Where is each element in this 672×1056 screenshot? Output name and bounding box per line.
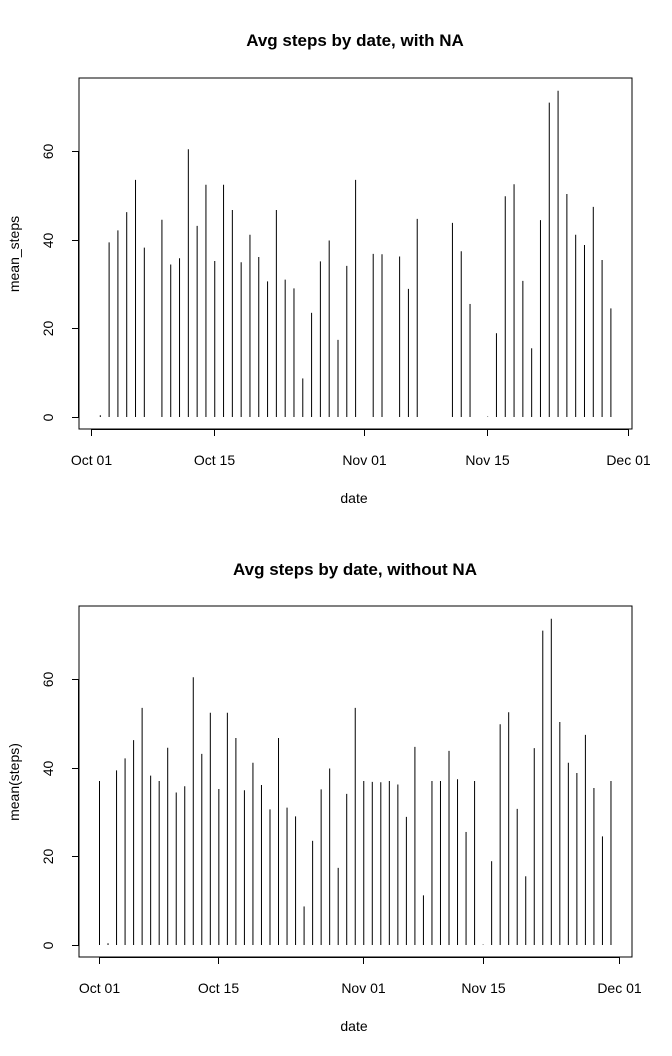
chart-1-title: Avg steps by date, with NA <box>246 31 464 50</box>
chart-panel-1: Avg steps by date, with NA Oct 01 Oct 15 N… <box>6 31 651 506</box>
chart-2-y-tick-label: 40 <box>40 761 56 777</box>
chart-2-y-tick-label: 20 <box>40 849 56 865</box>
chart-2-x-tick-label: Oct 15 <box>198 980 239 996</box>
chart-1-y-tick-label: 60 <box>40 144 56 160</box>
chart-1-x-axis: Oct 01 Oct 15 Nov 01 Nov 15 Dec 01 <box>71 429 651 468</box>
chart-panel-2: Avg steps by date, without NA Oct 01 Oct … <box>6 560 642 1034</box>
chart-1-y-tick-label: 40 <box>40 233 56 249</box>
chart-1-x-tick-label: Nov 01 <box>342 452 387 468</box>
chart-2-y-axis-label: mean(steps) <box>6 743 22 821</box>
chart-1-y-axis-label: mean_steps <box>6 216 22 292</box>
chart-1-y-tick-label: 20 <box>40 321 56 337</box>
chart-1-x-tick-label: Dec 01 <box>606 452 651 468</box>
chart-2-x-axis-label: date <box>340 1018 367 1034</box>
chart-2-y-axis: 0 20 40 60 <box>40 672 79 949</box>
chart-2-bars <box>99 618 612 945</box>
chart-1-y-axis: 0 20 40 60 <box>40 144 79 421</box>
chart-2-y-tick-label: 60 <box>40 672 56 688</box>
chart-2-x-tick-label: Nov 15 <box>461 980 506 996</box>
chart-2-x-tick-label: Dec 01 <box>597 980 642 996</box>
chart-1-y-tick-label: 0 <box>40 413 56 421</box>
chart-1-bars <box>99 90 612 417</box>
chart-1-x-tick-label: Oct 15 <box>194 452 235 468</box>
chart-2-x-tick-label: Oct 01 <box>79 980 120 996</box>
chart-1-x-axis-label: date <box>340 490 367 506</box>
chart-2-x-tick-label: Nov 01 <box>341 980 386 996</box>
chart-1-x-tick-label: Nov 15 <box>465 452 510 468</box>
chart-2-y-tick-label: 0 <box>40 941 56 949</box>
chart-2-title: Avg steps by date, without NA <box>233 560 477 579</box>
chart-1-x-tick-label: Oct 01 <box>71 452 112 468</box>
chart-2-x-axis: Oct 01 Oct 15 Nov 01 Nov 15 Dec 01 <box>79 957 642 996</box>
